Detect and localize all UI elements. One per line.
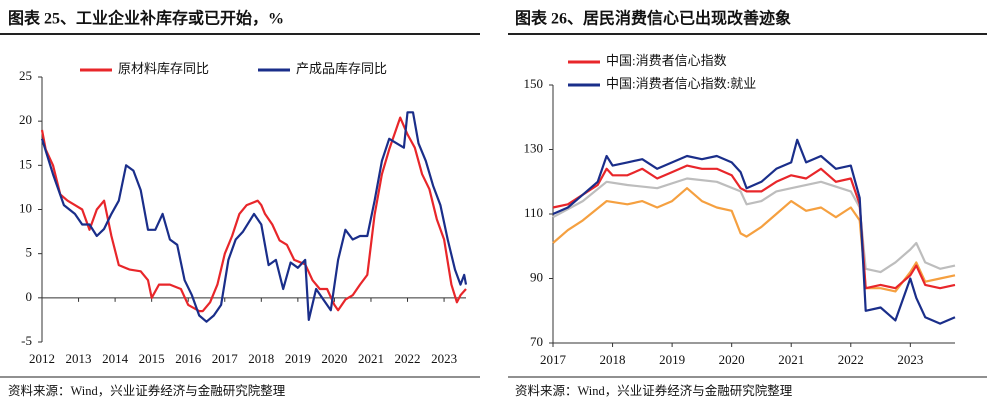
x-tick-label: 2023 bbox=[431, 351, 457, 366]
line-series bbox=[552, 138, 956, 325]
x-tick-label: 2018 bbox=[600, 352, 626, 367]
y-tick-label: 5 bbox=[26, 245, 33, 260]
legend-label: 产成品库存同比 bbox=[296, 61, 387, 76]
legend-label: 原材料库存同比 bbox=[118, 61, 209, 76]
x-tick-label: 2022 bbox=[395, 351, 421, 366]
x-tick-label: 2021 bbox=[358, 351, 384, 366]
x-tick-label: 2018 bbox=[248, 351, 274, 366]
y-tick-label: 25 bbox=[19, 68, 32, 83]
legend-label: 中国:消费者信心指数 bbox=[606, 53, 727, 68]
x-tick-label: 2022 bbox=[838, 352, 864, 367]
y-tick-label: 130 bbox=[524, 140, 544, 155]
y-tick-label: 10 bbox=[19, 200, 32, 215]
y-tick-label: -5 bbox=[21, 333, 32, 348]
y-tick-label: 0 bbox=[26, 289, 33, 304]
line-series bbox=[40, 116, 467, 313]
x-tick-label: 2016 bbox=[175, 351, 202, 366]
x-tick-label: 2013 bbox=[66, 351, 92, 366]
y-tick-label: 150 bbox=[524, 76, 544, 91]
x-tick-label: 2017 bbox=[540, 352, 567, 367]
line-series bbox=[552, 164, 956, 290]
chart-title: 图表 25、工业企业补库存或已开始，% bbox=[8, 9, 284, 28]
y-tick-label: 90 bbox=[530, 269, 543, 284]
x-tick-label: 2017 bbox=[212, 351, 239, 366]
line-series bbox=[40, 111, 468, 323]
x-tick-label: 2015 bbox=[139, 351, 165, 366]
y-tick-label: 70 bbox=[530, 334, 543, 349]
source-note: 资料来源：Wind，兴业证券经济与金融研究院整理 bbox=[8, 383, 286, 398]
y-tick-label: 110 bbox=[524, 205, 543, 220]
x-tick-label: 2020 bbox=[719, 352, 745, 367]
chart-title: 图表 26、居民消费信心已出现改善迹象 bbox=[515, 9, 791, 28]
x-tick-label: 2019 bbox=[285, 351, 311, 366]
y-tick-label: 20 bbox=[19, 112, 32, 127]
line-series bbox=[552, 177, 956, 274]
x-tick-label: 2019 bbox=[659, 352, 685, 367]
x-tick-label: 2020 bbox=[321, 351, 347, 366]
line-series bbox=[552, 187, 956, 293]
x-tick-label: 2012 bbox=[29, 351, 55, 366]
x-tick-label: 2023 bbox=[897, 352, 923, 367]
x-tick-label: 2014 bbox=[102, 351, 129, 366]
source-note: 资料来源：Wind，兴业证券经济与金融研究院整理 bbox=[515, 383, 793, 398]
x-tick-label: 2021 bbox=[778, 352, 804, 367]
y-tick-label: 15 bbox=[19, 156, 32, 171]
legend-label: 中国:消费者信心指数:就业 bbox=[606, 76, 756, 91]
